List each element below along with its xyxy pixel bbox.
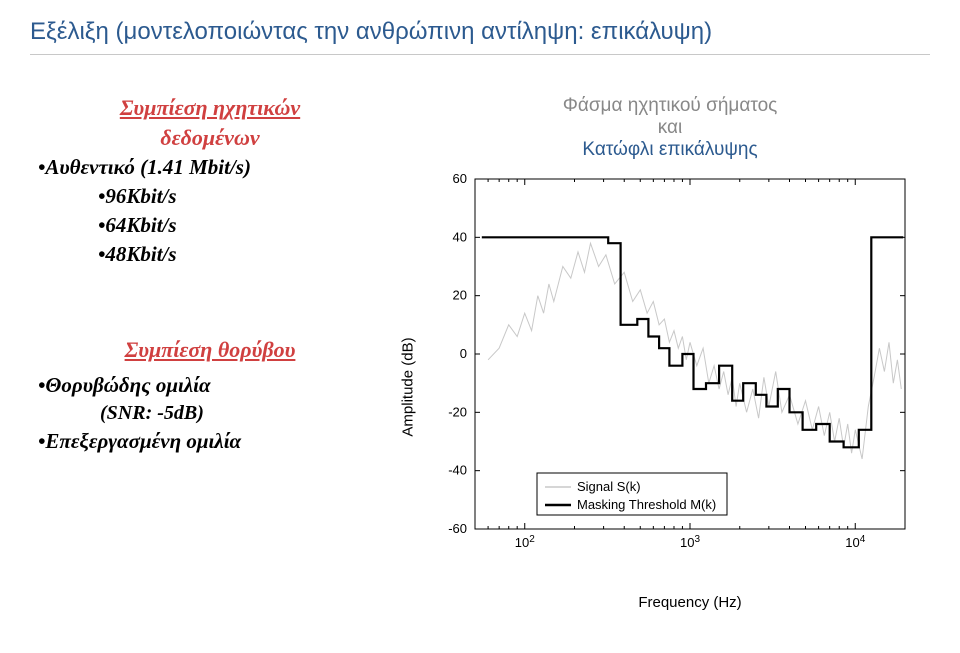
heading-noise: Συμπίεση θορύβου [30,337,390,363]
svg-text:-20: -20 [448,404,467,419]
heading-compression-line2: δεδομένων [30,125,390,151]
chart-caption: Φάσμα ηχητικού σήματος και Κατώφλι επικά… [410,95,930,161]
bullet-item: •64Kbit/s [98,213,390,238]
svg-text:0: 0 [460,346,467,361]
svg-text:102: 102 [515,534,535,550]
svg-text:104: 104 [845,534,865,550]
bullet-item: •48Kbit/s [98,242,390,267]
y-axis-label: Amplitude (dB) [400,337,417,436]
chart-container: Amplitude (dB) Frequency (Hz) -60-40-200… [420,167,920,607]
bullet-item: •Επεξεργασμένη ομιλία [38,429,390,454]
page-title: Εξέλιξη (μοντελοποιώντας την ανθρώπινη α… [0,0,960,54]
caption-line3: Κατώφλι επικάλυψης [582,139,757,160]
bullet-list-2: •Θορυβώδης ομιλία (SNR: -5dB) •Επεξεργασμέ… [30,373,390,454]
caption-line1: Φάσμα ηχητικού σήματος [563,95,778,116]
bullet-item: (SNR: -5dB) [100,402,390,425]
left-column: Συμπίεση ηχητικών δεδομένων •Αυθεντικό (… [30,95,410,607]
svg-text:40: 40 [453,229,467,244]
content-area: Συμπίεση ηχητικών δεδομένων •Αυθεντικό (… [0,55,960,627]
right-column: Φάσμα ηχητικού σήματος και Κατώφλι επικά… [410,95,930,607]
svg-text:-60: -60 [448,521,467,536]
caption-line2: και [658,117,682,138]
x-axis-label: Frequency (Hz) [638,594,741,611]
chart-svg: -60 -40 -20 0 20 40 60 102 103 104 Signal S(k) Mask… [420,167,920,587]
bullet-item: •96Kbit/s [98,184,390,209]
svg-text:-40: -40 [448,463,467,478]
heading-compression: Συμπίεση ηχητικών [30,95,390,121]
svg-text:20: 20 [453,288,467,303]
bullet-item: •Θορυβώδης ομιλία [38,373,390,398]
svg-text:Signal S(k): Signal S(k) [577,479,641,494]
svg-text:Masking Threshold M(k): Masking Threshold M(k) [577,497,716,512]
svg-text:103: 103 [680,534,700,550]
bullet-list-1: •Αυθεντικό (1.41 Mbit/s) •96Kbit/s •64Kbit… [30,155,390,267]
bullet-item: •Αυθεντικό (1.41 Mbit/s) [38,155,390,180]
svg-text:60: 60 [453,171,467,186]
